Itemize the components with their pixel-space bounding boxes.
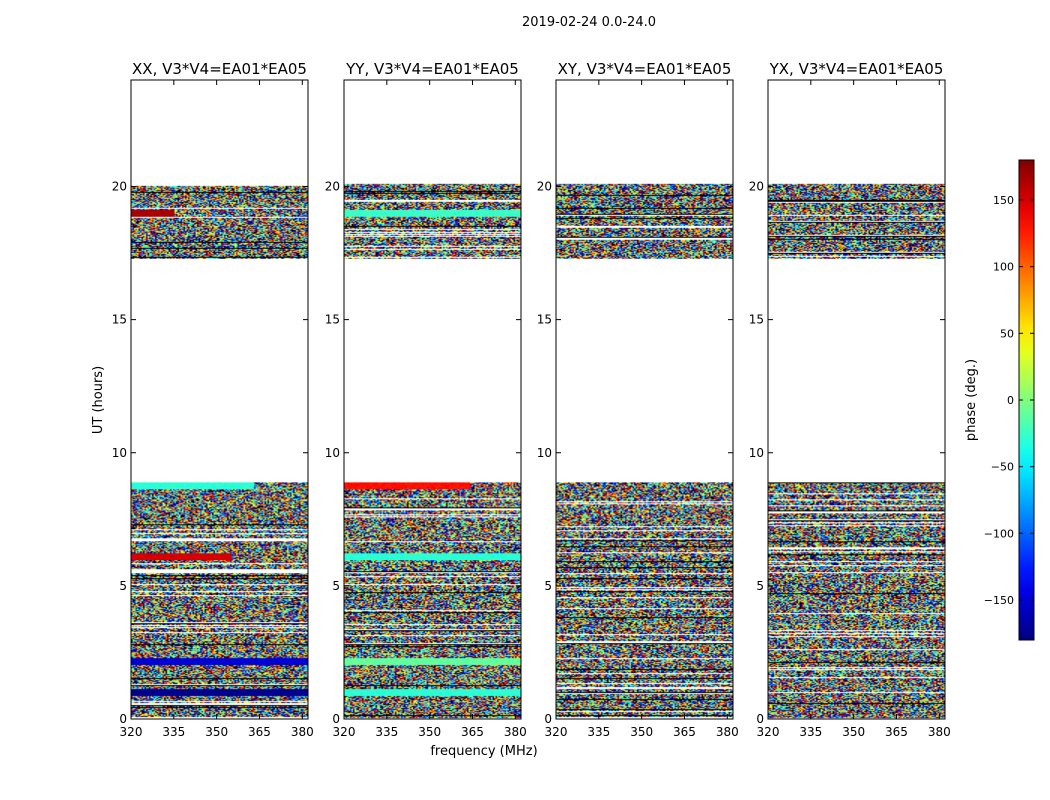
plot-frame (130, 79, 309, 720)
y-tick-label: 15 (749, 313, 764, 327)
y-tick-label: 5 (119, 579, 127, 593)
plot-frame (343, 79, 522, 720)
x-tick-label: 380 (716, 725, 739, 739)
x-tick-label: 320 (333, 725, 356, 739)
y-tick-label: 0 (119, 712, 127, 726)
colorbar-tick-label: 50 (1000, 327, 1014, 340)
x-tick-label: 350 (842, 725, 865, 739)
y-tick-label: 10 (112, 446, 127, 460)
colorbar-label: phase (deg.) (964, 359, 979, 441)
phase-image (556, 80, 733, 719)
x-tick-label: 365 (248, 725, 271, 739)
x-tick-label: 335 (587, 725, 610, 739)
x-tick-label: 320 (120, 725, 143, 739)
colorbar-tick-label: −150 (984, 594, 1014, 607)
x-axis-label: frequency (MHz) (430, 744, 537, 759)
y-tick-label: 10 (325, 446, 340, 460)
x-tick-label: 335 (162, 725, 185, 739)
x-tick-label: 365 (885, 725, 908, 739)
x-tick-label: 350 (418, 725, 441, 739)
colorbar-tick-label: 0 (1007, 394, 1014, 407)
y-tick-label: 20 (749, 180, 764, 194)
x-tick-label: 365 (673, 725, 696, 739)
panel-title: YY, V3*V4=EA01*EA05 (345, 60, 519, 78)
x-tick-label: 380 (928, 725, 951, 739)
y-axis-label: UT (hours) (91, 366, 106, 434)
plot-frame (767, 79, 946, 720)
x-tick-label: 380 (504, 725, 527, 739)
panel-xx: XX, V3*V4=EA01*EA05 320 335 350 365 380 0 5 10 15… (112, 60, 314, 739)
y-tick-label: 20 (112, 180, 127, 194)
y-tick-label: 5 (756, 579, 764, 593)
y-tick-label: 15 (537, 313, 552, 327)
x-tick-label: 335 (799, 725, 822, 739)
x-tick-label: 380 (291, 725, 314, 739)
y-tick-label: 0 (332, 712, 340, 726)
panel-yy: YY, V3*V4=EA01*EA05 320 335 350 365 380 0 5 10 15… (325, 60, 527, 739)
panel-yx: YX, V3*V4=EA01*EA05 320 335 350 365 380 0 5 10 15… (749, 60, 951, 739)
x-tick-label: 335 (375, 725, 398, 739)
panel-xy: XY, V3*V4=EA01*EA05 320 335 350 365 380 0 5 10 15… (537, 60, 739, 739)
y-tick-label: 20 (325, 180, 340, 194)
plot-frame (555, 79, 734, 720)
x-tick-label: 350 (205, 725, 228, 739)
panel-title: YX, V3*V4=EA01*EA05 (769, 60, 944, 78)
figure-suptitle: 2019-02-24 0.0-24.0 (522, 15, 656, 30)
colorbar-tick-label: −100 (984, 527, 1014, 540)
colorbar: 150 100 50 0 −50 −100 −150 (984, 159, 1035, 641)
y-tick-label: 5 (544, 579, 552, 593)
colorbar-tick-label: 150 (993, 194, 1014, 207)
y-tick-label: 10 (537, 446, 552, 460)
x-tick-label: 320 (545, 725, 568, 739)
phase-image (344, 80, 521, 719)
y-tick-label: 15 (112, 313, 127, 327)
colorbar-tick-label: 100 (993, 261, 1014, 274)
phase-image (131, 80, 308, 719)
panel-title: XY, V3*V4=EA01*EA05 (558, 60, 732, 78)
y-tick-label: 20 (537, 180, 552, 194)
y-tick-label: 15 (325, 313, 340, 327)
phase-image (768, 80, 945, 719)
x-tick-label: 350 (630, 725, 653, 739)
y-tick-label: 0 (756, 712, 764, 726)
y-tick-label: 5 (332, 579, 340, 593)
panels-group: XX, V3*V4=EA01*EA05 320 335 350 365 380 0 5 10 15… (112, 60, 951, 739)
x-tick-label: 320 (757, 725, 780, 739)
y-tick-label: 0 (544, 712, 552, 726)
y-tick-label: 10 (749, 446, 764, 460)
x-tick-label: 365 (461, 725, 484, 739)
colorbar-tick-label: −50 (991, 461, 1014, 474)
panel-title: XX, V3*V4=EA01*EA05 (132, 60, 307, 78)
